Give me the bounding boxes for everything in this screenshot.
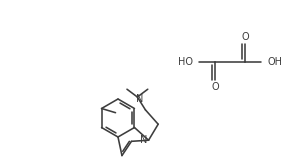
Text: N: N	[140, 135, 147, 145]
Text: OH: OH	[267, 57, 282, 67]
Text: N: N	[136, 94, 143, 104]
Text: HO: HO	[178, 57, 193, 67]
Text: O: O	[241, 32, 249, 42]
Text: O: O	[211, 82, 219, 92]
